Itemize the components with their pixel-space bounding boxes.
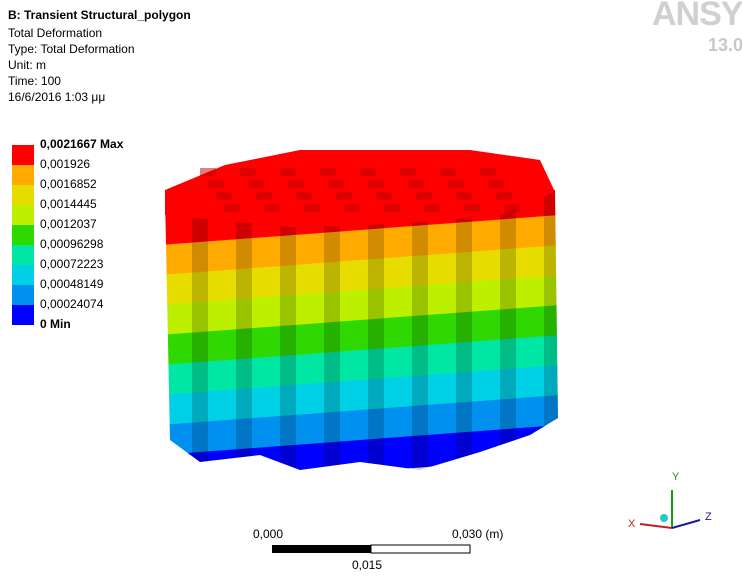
- legend-swatch: [12, 205, 34, 225]
- top-cell: [440, 168, 456, 176]
- logo-version: 13.0: [708, 35, 742, 55]
- legend-label: 0,001926: [40, 157, 90, 171]
- top-cell: [216, 192, 232, 200]
- top-cell: [368, 180, 384, 188]
- legend-label: 0,0012037: [40, 217, 97, 231]
- top-cell: [280, 168, 296, 176]
- header-line: Type: Total Deformation: [8, 42, 135, 56]
- top-cell: [456, 192, 472, 200]
- legend-label: 0,0021667 Max: [40, 137, 124, 151]
- top-cell: [400, 168, 416, 176]
- legend-swatch: [12, 265, 34, 285]
- top-cell: [480, 168, 496, 176]
- top-cell: [504, 204, 520, 212]
- legend-label: 0 Min: [40, 317, 71, 331]
- rib-shade: [236, 180, 252, 480]
- top-cell: [328, 180, 344, 188]
- scale-right: 0,030 (m): [452, 527, 503, 541]
- legend-label: 0,0014445: [40, 197, 97, 211]
- rib-shade: [412, 180, 428, 480]
- logo: ANSYS: [652, 0, 742, 33]
- legend-label: 0,00048149: [40, 277, 104, 291]
- header-line: Time: 100: [8, 74, 61, 88]
- title: B: Transient Structural_polygon: [8, 8, 191, 22]
- scale-bar-black: [272, 545, 371, 553]
- top-cell: [296, 192, 312, 200]
- rib-shade: [500, 180, 516, 480]
- triad-x-label: X: [628, 518, 636, 530]
- rib-shade: [368, 180, 384, 480]
- legend-label: 0,00024074: [40, 297, 104, 311]
- top-cell: [304, 204, 320, 212]
- top-cell: [376, 192, 392, 200]
- top-cell: [256, 192, 272, 200]
- triad-origin: [660, 514, 668, 522]
- top-cell: [344, 204, 360, 212]
- triad-z: [672, 520, 700, 528]
- top-cell: [208, 180, 224, 188]
- legend-swatch: [12, 225, 34, 245]
- scale-middle: 0,015: [352, 558, 382, 572]
- screenshot: B: Transient Structural_polygon Total De…: [0, 0, 742, 577]
- legend-swatch: [12, 285, 34, 305]
- top-cell: [264, 204, 280, 212]
- legend-label: 0,0016852: [40, 177, 97, 191]
- top-cell: [288, 180, 304, 188]
- triad-y-label: Y: [672, 471, 680, 483]
- top-cell: [224, 204, 240, 212]
- top-cell: [496, 192, 512, 200]
- top-cell: [200, 168, 216, 176]
- legend-label: 0,00072223: [40, 257, 104, 271]
- top-cell: [488, 180, 504, 188]
- top-cell: [384, 204, 400, 212]
- header-line: 16/6/2016 1:03 μμ: [8, 90, 105, 104]
- header-line: Total Deformation: [8, 26, 102, 40]
- rib-shade: [544, 180, 560, 480]
- legend-swatch: [12, 145, 34, 165]
- top-cell: [464, 204, 480, 212]
- top-cell: [336, 192, 352, 200]
- scale-left: 0,000: [253, 527, 283, 541]
- scale-bar-white: [371, 545, 470, 553]
- legend-label: 0,00096298: [40, 237, 104, 251]
- top-cell: [360, 168, 376, 176]
- rib-shade: [456, 180, 472, 480]
- legend-swatch: [12, 185, 34, 205]
- header-line: Unit: m: [8, 58, 46, 72]
- rib-shade: [192, 180, 208, 480]
- top-cell: [424, 204, 440, 212]
- top-cell: [448, 180, 464, 188]
- top-cell: [320, 168, 336, 176]
- top-cell: [416, 192, 432, 200]
- legend-swatch: [12, 245, 34, 265]
- legend-swatch: [12, 305, 34, 325]
- triad-z-label: Z: [705, 511, 712, 523]
- top-cell: [408, 180, 424, 188]
- top-cell: [248, 180, 264, 188]
- legend-swatch: [12, 165, 34, 185]
- top-cell: [240, 168, 256, 176]
- triad-x: [640, 524, 672, 528]
